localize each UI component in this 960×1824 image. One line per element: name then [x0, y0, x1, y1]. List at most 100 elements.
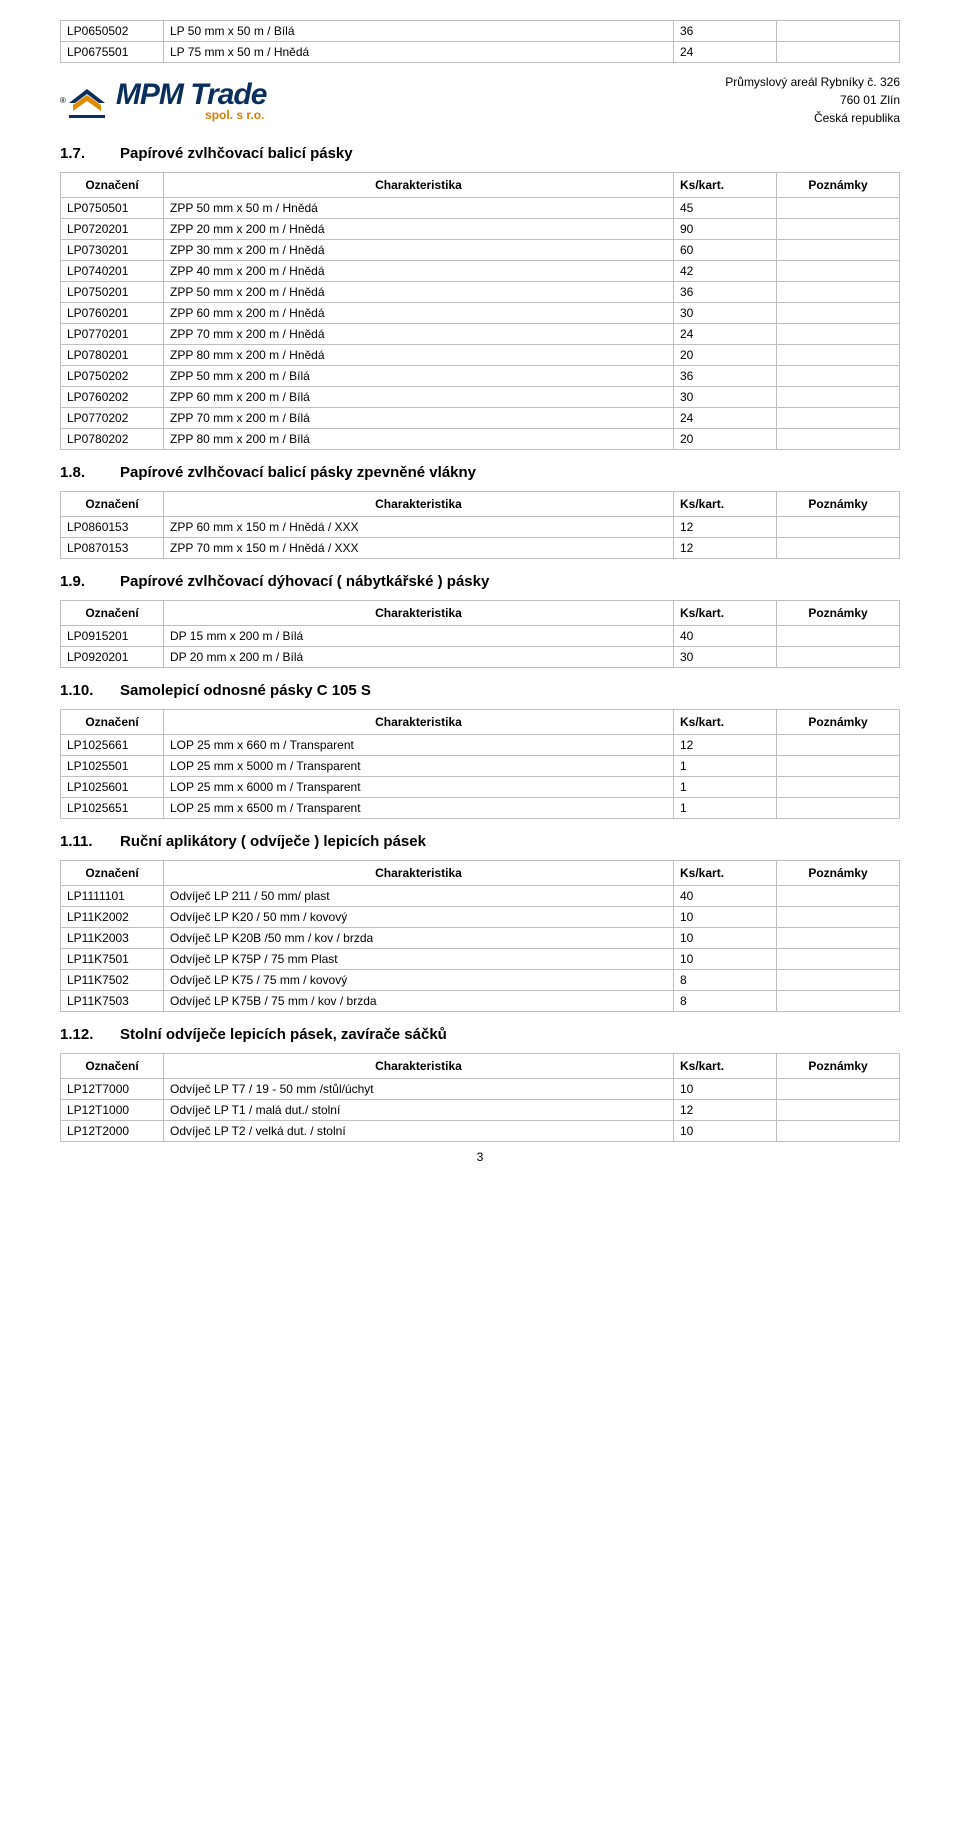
header-code: Označení [61, 1054, 164, 1079]
table-row: LP11K2002Odvíječ LP K20 / 50 mm / kovový… [61, 907, 900, 928]
cell-desc: Odvíječ LP K75 / 75 mm / kovový [164, 970, 674, 991]
table-row: LP0760201ZPP 60 mm x 200 m / Hnědá30 [61, 303, 900, 324]
top-table: LP0650502LP 50 mm x 50 m / Bílá36LP06755… [60, 20, 900, 63]
table-row: LP1025601LOP 25 mm x 6000 m / Transparen… [61, 777, 900, 798]
cell-note [777, 1121, 900, 1142]
cell-note [777, 261, 900, 282]
cell-desc: ZPP 60 mm x 200 m / Hnědá [164, 303, 674, 324]
cell-desc: ZPP 30 mm x 200 m / Hnědá [164, 240, 674, 261]
header-desc: Charakteristika [164, 1054, 674, 1079]
header-code: Označení [61, 710, 164, 735]
cell-qty: 20 [674, 429, 777, 450]
cell-code: LP0770201 [61, 324, 164, 345]
logo: ® MPM Trade spol. s r.o. [60, 78, 266, 122]
cell-desc: Odvíječ LP T2 / velká dut. / stolní [164, 1121, 674, 1142]
cell-note [777, 219, 900, 240]
cell-desc: ZPP 70 mm x 200 m / Hnědá [164, 324, 674, 345]
cell-code: LP0870153 [61, 538, 164, 559]
cell-note [777, 198, 900, 219]
cell-desc: LOP 25 mm x 6500 m / Transparent [164, 798, 674, 819]
cell-note [777, 303, 900, 324]
cell-code: LP11K2002 [61, 907, 164, 928]
section-number: 1.9. [60, 573, 120, 590]
cell-note [777, 517, 900, 538]
cell-code: LP12T2000 [61, 1121, 164, 1142]
cell-note [777, 626, 900, 647]
table-row: LP0750201ZPP 50 mm x 200 m / Hnědá36 [61, 282, 900, 303]
table-row: LP11K7503Odvíječ LP K75B / 75 mm / kov /… [61, 991, 900, 1012]
table-row: LP11K7502Odvíječ LP K75 / 75 mm / kovový… [61, 970, 900, 991]
cell-code: LP1025661 [61, 735, 164, 756]
cell-code: LP0915201 [61, 626, 164, 647]
cell-desc: DP 20 mm x 200 m / Bílá [164, 647, 674, 668]
table-row: LP1025501LOP 25 mm x 5000 m / Transparen… [61, 756, 900, 777]
cell-note [777, 756, 900, 777]
cell-code: LP1025501 [61, 756, 164, 777]
table-row: LP0780201ZPP 80 mm x 200 m / Hnědá20 [61, 345, 900, 366]
cell-note [777, 538, 900, 559]
header-qty: Ks/kart. [674, 173, 777, 198]
table-header-row: OznačeníCharakteristikaKs/kart.Poznámky [61, 601, 900, 626]
cell-qty: 12 [674, 517, 777, 538]
cell-code: LP12T1000 [61, 1100, 164, 1121]
addr-line-2: 760 01 Zlín [725, 91, 900, 109]
cell-code: LP11K7503 [61, 991, 164, 1012]
header-code: Označení [61, 173, 164, 198]
cell-code: LP0740201 [61, 261, 164, 282]
cell-desc: Odvíječ LP K75B / 75 mm / kov / brzda [164, 991, 674, 1012]
cell-qty: 36 [674, 366, 777, 387]
section-title: Samolepicí odnosné pásky C 105 S [120, 682, 371, 699]
cell-qty: 10 [674, 1121, 777, 1142]
cell-code: LP1025601 [61, 777, 164, 798]
cell-note [777, 928, 900, 949]
cell-qty: 60 [674, 240, 777, 261]
cell-note [777, 1079, 900, 1100]
cell-code: LP0750202 [61, 366, 164, 387]
cell-desc: DP 15 mm x 200 m / Bílá [164, 626, 674, 647]
cell-note [777, 408, 900, 429]
cell-code: LP0760201 [61, 303, 164, 324]
header-note: Poznámky [777, 601, 900, 626]
cell-qty: 1 [674, 756, 777, 777]
cell-qty: 10 [674, 1079, 777, 1100]
cell-code: LP0750201 [61, 282, 164, 303]
table-row: LP0870153ZPP 70 mm x 150 m / Hnědá / XXX… [61, 538, 900, 559]
cell-qty: 24 [674, 324, 777, 345]
cell-code: LP0675501 [61, 42, 164, 63]
section-table: OznačeníCharakteristikaKs/kart.PoznámkyL… [60, 709, 900, 819]
header-desc: Charakteristika [164, 710, 674, 735]
cell-desc: Odvíječ LP T7 / 19 - 50 mm /stůl/úchyt [164, 1079, 674, 1100]
header-qty: Ks/kart. [674, 492, 777, 517]
logo-icon [66, 81, 108, 119]
header-qty: Ks/kart. [674, 861, 777, 886]
table-row: LP12T2000Odvíječ LP T2 / velká dut. / st… [61, 1121, 900, 1142]
cell-qty: 30 [674, 303, 777, 324]
cell-code: LP0780202 [61, 429, 164, 450]
cell-code: LP0750501 [61, 198, 164, 219]
header-note: Poznámky [777, 1054, 900, 1079]
header-code: Označení [61, 492, 164, 517]
cell-qty: 10 [674, 928, 777, 949]
cell-desc: Odvíječ LP K20 / 50 mm / kovový [164, 907, 674, 928]
cell-qty: 24 [674, 408, 777, 429]
header-note: Poznámky [777, 861, 900, 886]
section-title: Stolní odvíječe lepicích pásek, zavírače… [120, 1026, 447, 1043]
cell-code: LP0650502 [61, 21, 164, 42]
section-heading: 1.7.Papírové zvlhčovací balicí pásky [60, 145, 900, 162]
cell-desc: ZPP 70 mm x 150 m / Hnědá / XXX [164, 538, 674, 559]
cell-code: LP1025651 [61, 798, 164, 819]
cell-code: LP11K7502 [61, 970, 164, 991]
cell-qty: 30 [674, 647, 777, 668]
cell-code: LP0720201 [61, 219, 164, 240]
cell-note [777, 366, 900, 387]
cell-code: LP0860153 [61, 517, 164, 538]
header-desc: Charakteristika [164, 173, 674, 198]
cell-desc: Odvíječ LP T1 / malá dut./ stolní [164, 1100, 674, 1121]
cell-note [777, 42, 900, 63]
table-row: LP0915201DP 15 mm x 200 m / Bílá40 [61, 626, 900, 647]
cell-note [777, 647, 900, 668]
table-row: LP0770202ZPP 70 mm x 200 m / Bílá24 [61, 408, 900, 429]
table-row: LP0720201ZPP 20 mm x 200 m / Hnědá90 [61, 219, 900, 240]
cell-note [777, 907, 900, 928]
section-table: OznačeníCharakteristikaKs/kart.PoznámkyL… [60, 491, 900, 559]
